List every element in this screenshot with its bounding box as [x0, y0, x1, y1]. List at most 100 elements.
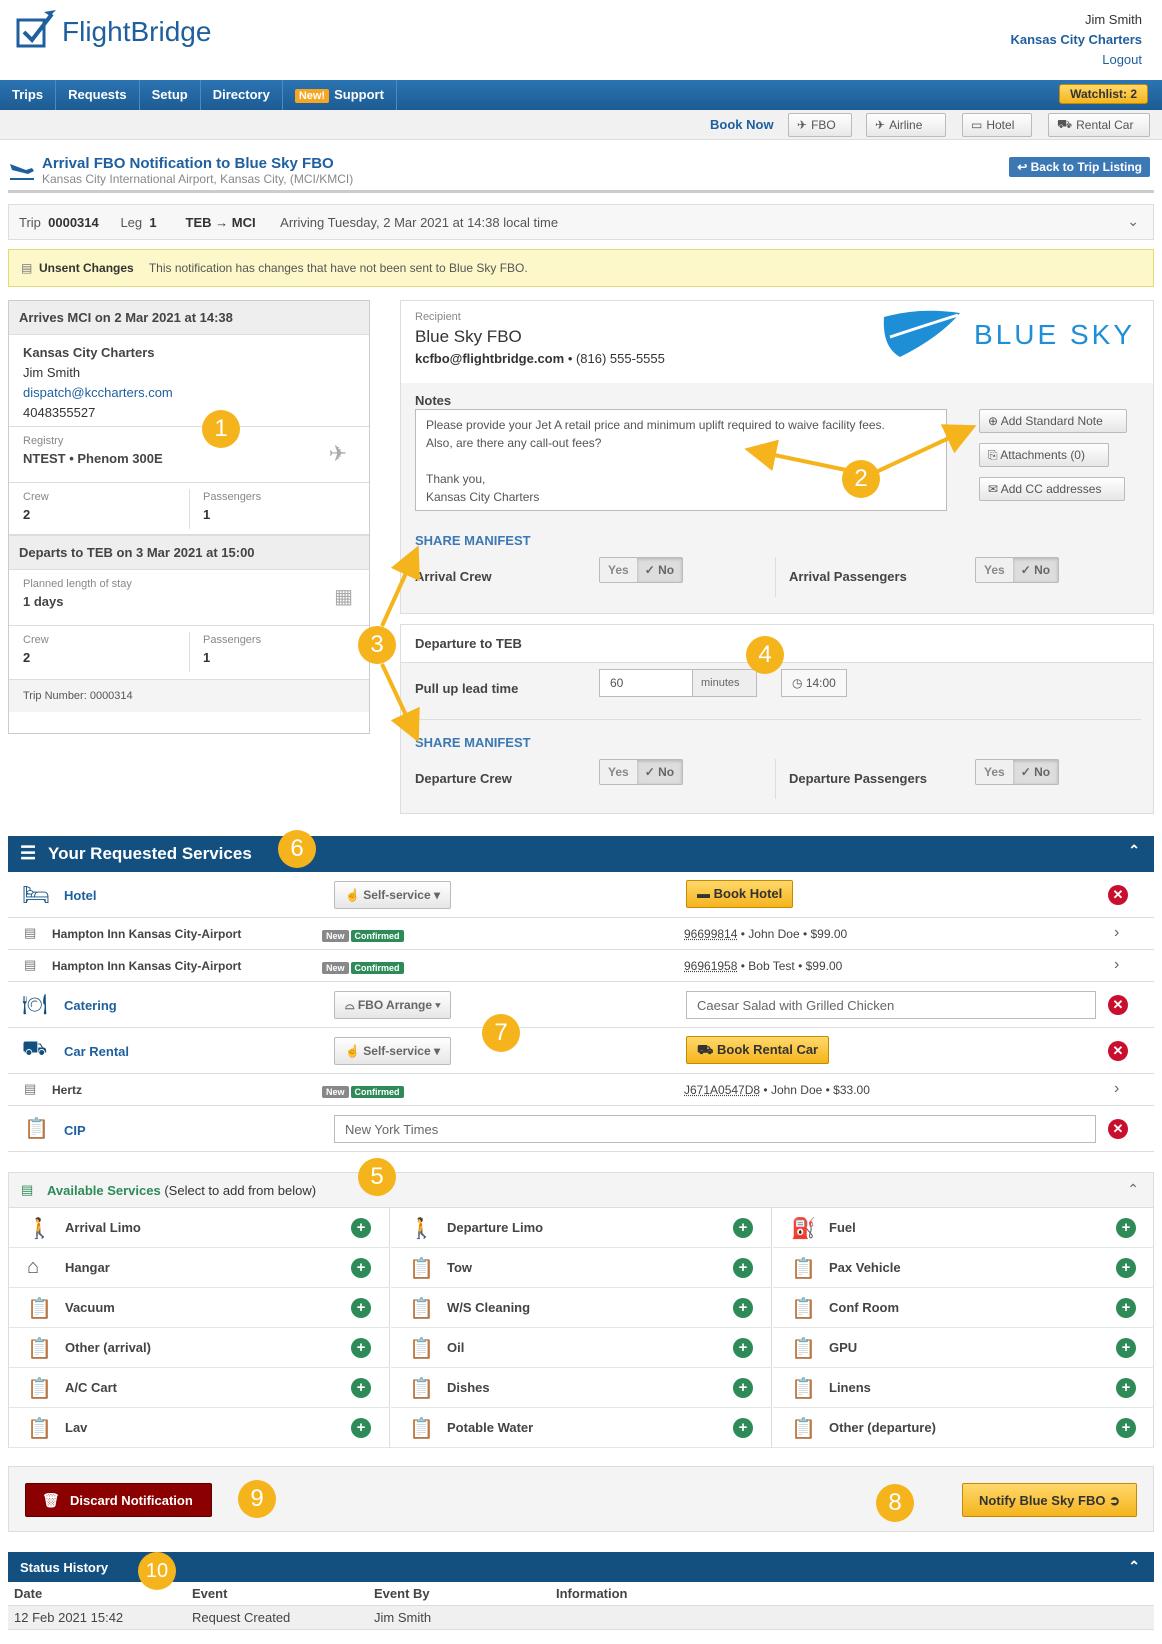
available-service-item[interactable]: 📋 A/C Cart + [9, 1368, 390, 1408]
add-service-icon[interactable]: + [351, 1338, 371, 1358]
add-service-icon[interactable]: + [733, 1298, 753, 1318]
add-service-icon[interactable]: + [1116, 1218, 1136, 1238]
attachments-button[interactable]: ⎘ Attachments (0) [979, 443, 1109, 467]
watchlist-button[interactable]: Watchlist: 2 [1059, 84, 1148, 104]
chevron-up-icon[interactable]: ⌃ [1128, 842, 1140, 858]
add-service-icon[interactable]: + [351, 1218, 371, 1238]
trip-summary-bar[interactable]: Trip 0000314 Leg 1 TEB → MCI Arriving Tu… [8, 204, 1154, 240]
requested-services-header[interactable]: ☰ Your Requested Services ⌃ [8, 836, 1154, 872]
hotel-booking-row[interactable]: ▤ Hampton Inn Kansas City-Airport New Con… [8, 918, 1154, 950]
departure-pax-toggle[interactable]: Yes ✓ No [975, 759, 1060, 785]
remove-catering-icon[interactable]: ✕ [1108, 995, 1128, 1015]
add-service-icon[interactable]: + [1116, 1338, 1136, 1358]
nav-support[interactable]: New! Support [283, 80, 397, 110]
remove-car-rental-icon[interactable]: ✕ [1108, 1041, 1128, 1061]
add-service-icon[interactable]: + [733, 1338, 753, 1358]
available-service-item[interactable]: 📋 Tow + [391, 1248, 772, 1288]
back-to-trip-listing-button[interactable]: ↩ Back to Trip Listing [1009, 157, 1150, 177]
booking-ref[interactable]: J671A0547D8 [684, 1083, 761, 1097]
add-service-icon[interactable]: + [733, 1418, 753, 1438]
catering-input[interactable]: Caesar Salad with Grilled Chicken [686, 991, 1096, 1019]
remove-hotel-icon[interactable]: ✕ [1108, 885, 1128, 905]
available-service-item[interactable]: 📋 Pax Vehicle + [773, 1248, 1154, 1288]
add-service-icon[interactable]: + [1116, 1378, 1136, 1398]
no-option[interactable]: ✓ No [1012, 558, 1059, 582]
cip-input[interactable]: New York Times [334, 1115, 1096, 1143]
no-option[interactable]: ✓ No [1012, 760, 1059, 784]
yes-option[interactable]: Yes [976, 760, 1013, 784]
notes-textarea[interactable]: Please provide your Jet A retail price a… [415, 409, 947, 511]
flightbridge-logo[interactable]: FlightBridge [16, 8, 211, 48]
available-service-item[interactable]: 📋 Conf Room + [773, 1288, 1154, 1328]
available-service-item[interactable]: 📋 Other (departure) + [773, 1408, 1154, 1448]
chevron-right-icon[interactable]: › [1114, 956, 1120, 973]
available-service-item[interactable]: 📋 W/S Cleaning + [391, 1288, 772, 1328]
status-history-header[interactable]: Status History ⌃ [8, 1552, 1154, 1582]
available-service-item[interactable]: 📋 Potable Water + [391, 1408, 772, 1448]
available-service-item[interactable]: 📋 Oil + [391, 1328, 772, 1368]
add-cc-button[interactable]: ✉ Add CC addresses [979, 477, 1125, 501]
remove-cip-icon[interactable]: ✕ [1108, 1119, 1128, 1139]
departure-crew-toggle[interactable]: Yes ✓ No [599, 759, 684, 785]
book-hotel-button[interactable]: ▭ Hotel [962, 113, 1032, 137]
catering-icon: 🍽 [22, 994, 48, 1016]
available-service-item[interactable]: 📋 Other (arrival) + [9, 1328, 390, 1368]
nav-setup[interactable]: Setup [140, 80, 201, 110]
book-rental-car-button[interactable]: ⛟ Book Rental Car [686, 1036, 830, 1064]
available-service-item[interactable]: 📋 Vacuum + [9, 1288, 390, 1328]
add-service-icon[interactable]: + [351, 1418, 371, 1438]
notify-fbo-button[interactable]: Notify Blue Sky FBO ➲ [962, 1483, 1137, 1517]
available-service-item[interactable]: 📋 GPU + [773, 1328, 1154, 1368]
company-link[interactable]: Kansas City Charters [1010, 32, 1143, 47]
book-hotel-button[interactable]: ▬ Book Hotel [686, 880, 794, 908]
arrival-crew-toggle[interactable]: Yes ✓ No [599, 557, 684, 583]
book-rental-button[interactable]: ⛟ Rental Car [1048, 113, 1150, 137]
available-service-item[interactable]: 🚶 Arrival Limo + [9, 1208, 390, 1248]
available-service-item[interactable]: 📋 Lav + [9, 1408, 390, 1448]
add-service-icon[interactable]: + [351, 1378, 371, 1398]
car-booking-row[interactable]: ▤ Hertz New Confirmed J671A0547D8 • John … [8, 1074, 1154, 1106]
chevron-down-icon[interactable]: ⌄ [1127, 213, 1139, 229]
book-airline-button[interactable]: ✈ Airline [866, 113, 946, 137]
divider [775, 557, 776, 597]
available-service-item[interactable]: ⌂ Hangar + [9, 1248, 390, 1288]
yes-option[interactable]: Yes [600, 558, 637, 582]
hotel-booking-row[interactable]: ▤ Hampton Inn Kansas City-Airport New Con… [8, 950, 1154, 982]
no-option[interactable]: ✓ No [636, 760, 683, 784]
discard-notification-button[interactable]: 🗑 Discard Notification [25, 1483, 212, 1517]
nav-trips[interactable]: Trips [0, 80, 57, 110]
add-service-icon[interactable]: + [1116, 1418, 1136, 1438]
chevron-right-icon[interactable]: › [1114, 1080, 1120, 1097]
chevron-up-icon[interactable]: ⌃ [1127, 1181, 1139, 1197]
available-service-item[interactable]: ⛽ Fuel + [773, 1208, 1154, 1248]
catering-fbo-arrange-dropdown[interactable]: ⌓ FBO Arrange ▾ [334, 991, 452, 1019]
add-service-icon[interactable]: + [1116, 1298, 1136, 1318]
available-service-item[interactable]: 📋 Linens + [773, 1368, 1154, 1408]
add-service-icon[interactable]: + [733, 1378, 753, 1398]
hotel-self-service-dropdown[interactable]: ☝ Self-service ▾ [334, 881, 452, 909]
available-services-header[interactable]: ▤ Available Services (Select to add from… [8, 1172, 1154, 1208]
available-service-item[interactable]: 📋 Dishes + [391, 1368, 772, 1408]
add-service-icon[interactable]: + [1116, 1258, 1136, 1278]
booking-ref[interactable]: 96961958 [684, 959, 738, 973]
add-standard-note-button[interactable]: ⊕ Add Standard Note [979, 409, 1127, 433]
add-service-icon[interactable]: + [733, 1218, 753, 1238]
no-option[interactable]: ✓ No [636, 558, 683, 582]
add-service-icon[interactable]: + [351, 1298, 371, 1318]
yes-option[interactable]: Yes [976, 558, 1013, 582]
booking-ref[interactable]: 96699814 [684, 927, 738, 941]
logout-link[interactable]: Logout [1102, 52, 1142, 67]
chevron-right-icon[interactable]: › [1114, 924, 1120, 941]
yes-option[interactable]: Yes [600, 760, 637, 784]
nav-requests[interactable]: Requests [56, 80, 140, 110]
arrival-pax-toggle[interactable]: Yes ✓ No [975, 557, 1060, 583]
add-service-icon[interactable]: + [733, 1258, 753, 1278]
nav-directory[interactable]: Directory [201, 80, 283, 110]
chevron-up-icon[interactable]: ⌃ [1128, 1558, 1140, 1574]
pullup-input[interactable]: 60 [600, 670, 692, 696]
car-self-service-dropdown[interactable]: ☝ Self-service ▾ [334, 1037, 452, 1065]
operator-email-link[interactable]: dispatch@kccharters.com [23, 385, 173, 400]
add-service-icon[interactable]: + [351, 1258, 371, 1278]
book-fbo-button[interactable]: ✈ FBO [788, 113, 852, 137]
available-service-item[interactable]: 🚶 Departure Limo + [391, 1208, 772, 1248]
